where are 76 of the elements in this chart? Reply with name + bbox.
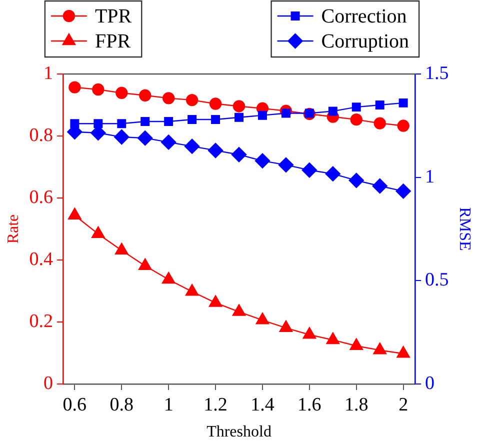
x-axis-title: Threshold xyxy=(206,424,272,441)
point xyxy=(92,83,104,96)
point xyxy=(160,134,176,150)
point xyxy=(258,110,267,120)
point xyxy=(397,120,410,132)
point xyxy=(232,100,246,112)
point xyxy=(256,312,270,324)
y-tick-label: 0 xyxy=(43,372,53,394)
x-tick-label: 0.8 xyxy=(110,394,134,416)
point xyxy=(211,114,220,124)
point xyxy=(208,295,222,307)
point xyxy=(92,226,105,238)
point xyxy=(184,138,200,154)
point xyxy=(350,113,362,126)
point xyxy=(278,157,294,173)
legend-label: Correction xyxy=(321,5,407,28)
point xyxy=(68,81,81,94)
point xyxy=(234,112,244,122)
y2-tick-label: 1 xyxy=(425,166,435,188)
point xyxy=(94,119,103,128)
point xyxy=(326,332,340,344)
point xyxy=(396,346,410,358)
point xyxy=(114,242,128,254)
x-tick-label: 2 xyxy=(398,394,408,416)
point xyxy=(139,89,152,102)
point xyxy=(68,208,82,220)
point xyxy=(325,166,340,182)
legend-label: Corruption xyxy=(321,30,410,52)
point xyxy=(162,272,176,284)
point xyxy=(140,117,150,126)
point xyxy=(138,130,153,146)
point xyxy=(208,142,224,158)
point xyxy=(162,92,175,104)
point xyxy=(374,117,386,130)
x-tick-label: 1.6 xyxy=(298,394,322,416)
point xyxy=(328,106,338,116)
x-tick-label: 1.8 xyxy=(344,394,368,416)
point xyxy=(396,184,411,199)
y2-axis-title: RMSE xyxy=(456,207,474,251)
y2-tick-label: 1.5 xyxy=(425,62,449,84)
point xyxy=(372,178,388,194)
point xyxy=(279,320,293,332)
point xyxy=(302,327,316,339)
point xyxy=(117,119,126,128)
point xyxy=(348,172,364,188)
point xyxy=(350,338,364,350)
legend-label: TPR xyxy=(94,5,132,28)
point xyxy=(188,114,197,124)
y-tick-label: 0.6 xyxy=(29,186,53,208)
point xyxy=(209,98,222,110)
point xyxy=(116,86,128,100)
point xyxy=(186,94,198,106)
point xyxy=(231,147,247,162)
point xyxy=(254,153,270,168)
point xyxy=(373,342,386,354)
legend-label: FPR xyxy=(94,30,132,52)
point xyxy=(302,162,318,178)
point xyxy=(375,100,384,110)
point xyxy=(138,258,152,270)
y-tick-label: 0.2 xyxy=(29,310,53,332)
x-tick-label: 1.2 xyxy=(204,394,228,416)
point xyxy=(185,284,199,296)
x-tick-label: 1.4 xyxy=(250,394,275,416)
point xyxy=(114,129,130,145)
y2-tick-label: 0 xyxy=(425,372,435,394)
point xyxy=(232,304,246,316)
point xyxy=(352,102,361,112)
y-tick-label: 0.4 xyxy=(29,248,54,270)
y-tick-label: 0.8 xyxy=(29,124,53,146)
y-axis-title: Rate xyxy=(4,214,22,244)
x-tick-label: 1 xyxy=(164,394,174,416)
point xyxy=(164,117,174,126)
x-tick-label: 0.6 xyxy=(62,394,87,416)
y2-tick-label: 0.5 xyxy=(425,270,449,291)
y-tick-label: 1 xyxy=(43,62,53,84)
point xyxy=(398,98,408,108)
